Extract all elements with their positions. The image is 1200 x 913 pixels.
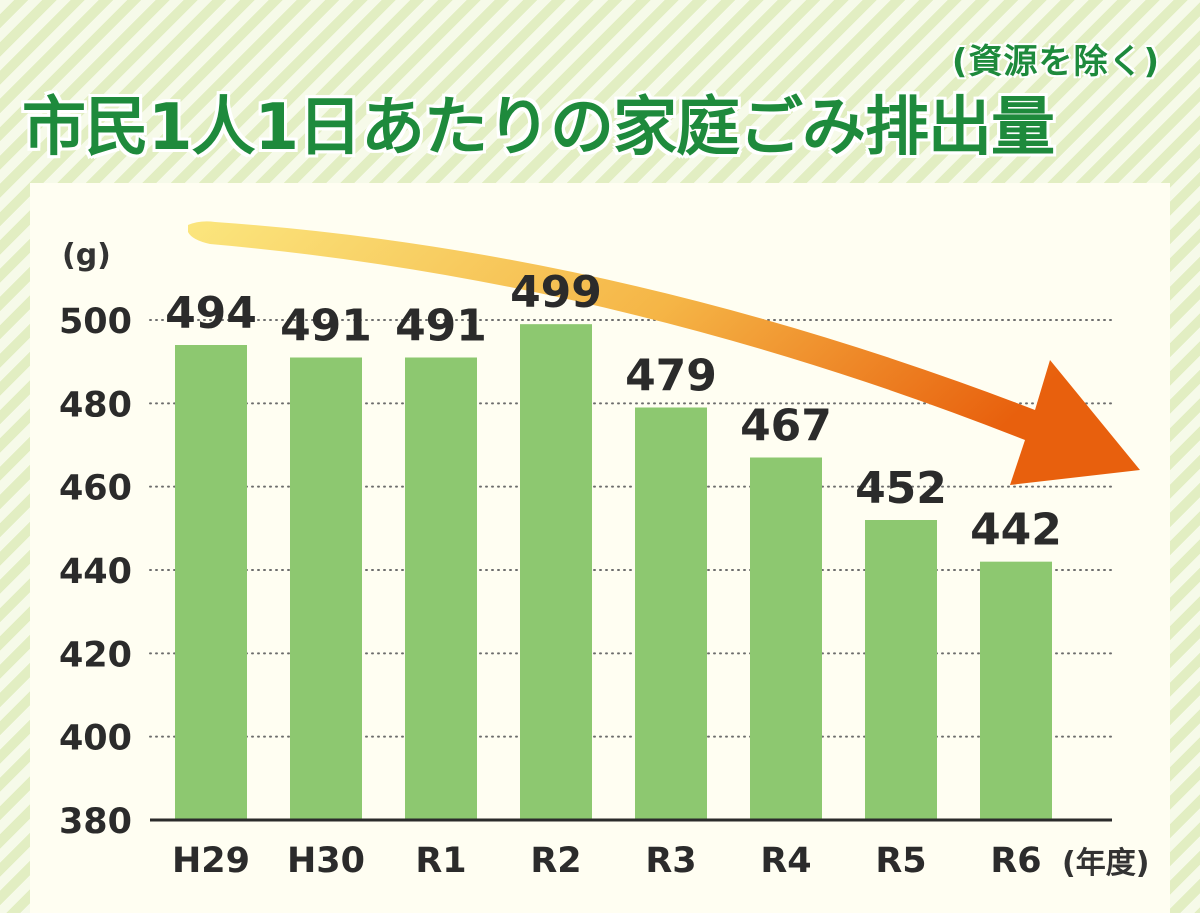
value-label-H30: 491 xyxy=(280,301,372,352)
trend-arrow-shape xyxy=(188,221,1140,485)
x-tick-label-R6: R6 xyxy=(990,841,1041,881)
value-label-H29: 494 xyxy=(165,288,257,339)
value-label-R3: 479 xyxy=(625,351,717,402)
y-tick-labels: 380 400 420 440 460 480 500 xyxy=(59,302,132,842)
x-tick-labels: H29 H30 R1 R2 R3 R4 R5 R6 xyxy=(172,841,1042,881)
bar-R3 xyxy=(635,407,707,820)
bars xyxy=(175,324,1052,820)
y-tick-label-480: 480 xyxy=(59,385,132,425)
y-axis-unit-label: (g) xyxy=(62,238,111,273)
x-tick-label-R4: R4 xyxy=(760,841,811,881)
trend-arrow xyxy=(188,221,1140,485)
x-tick-label-R3: R3 xyxy=(645,841,696,881)
title-area: (資源を除く) 市民1人1日あたりの家庭ごみ排出量 xyxy=(0,0,1200,180)
bar-R6 xyxy=(980,561,1052,820)
value-label-R4: 467 xyxy=(740,401,832,452)
bar-R5 xyxy=(865,520,937,820)
x-axis-unit-label: (年度) xyxy=(1062,846,1150,881)
x-tick-label-H29: H29 xyxy=(172,841,250,881)
bar-H29 xyxy=(175,345,247,820)
x-tick-label-R1: R1 xyxy=(415,841,466,881)
y-tick-label-400: 400 xyxy=(59,719,132,759)
y-tick-label-440: 440 xyxy=(59,552,132,592)
bar-R4 xyxy=(750,457,822,820)
value-label-R2: 499 xyxy=(510,267,602,318)
bar-H30 xyxy=(290,357,362,820)
y-tick-label-420: 420 xyxy=(59,635,132,675)
y-tick-label-500: 500 xyxy=(59,302,132,342)
bar-R2 xyxy=(520,324,592,820)
chart-subtitle: (資源を除く) xyxy=(951,42,1160,82)
bar-R1 xyxy=(405,357,477,820)
value-labels: 494 491 491 499 479 467 452 442 xyxy=(165,267,1062,556)
value-label-R5: 452 xyxy=(855,463,947,514)
gridlines xyxy=(149,319,1113,738)
chart-title: 市民1人1日あたりの家庭ごみ排出量 xyxy=(22,91,1055,165)
value-label-R1: 491 xyxy=(395,301,487,352)
x-tick-label-R5: R5 xyxy=(875,841,926,881)
y-tick-label-460: 460 xyxy=(59,469,132,509)
x-tick-label-H30: H30 xyxy=(287,841,365,881)
y-tick-label-380: 380 xyxy=(59,802,132,842)
value-label-R6: 442 xyxy=(970,505,1062,556)
x-tick-label-R2: R2 xyxy=(530,841,581,881)
